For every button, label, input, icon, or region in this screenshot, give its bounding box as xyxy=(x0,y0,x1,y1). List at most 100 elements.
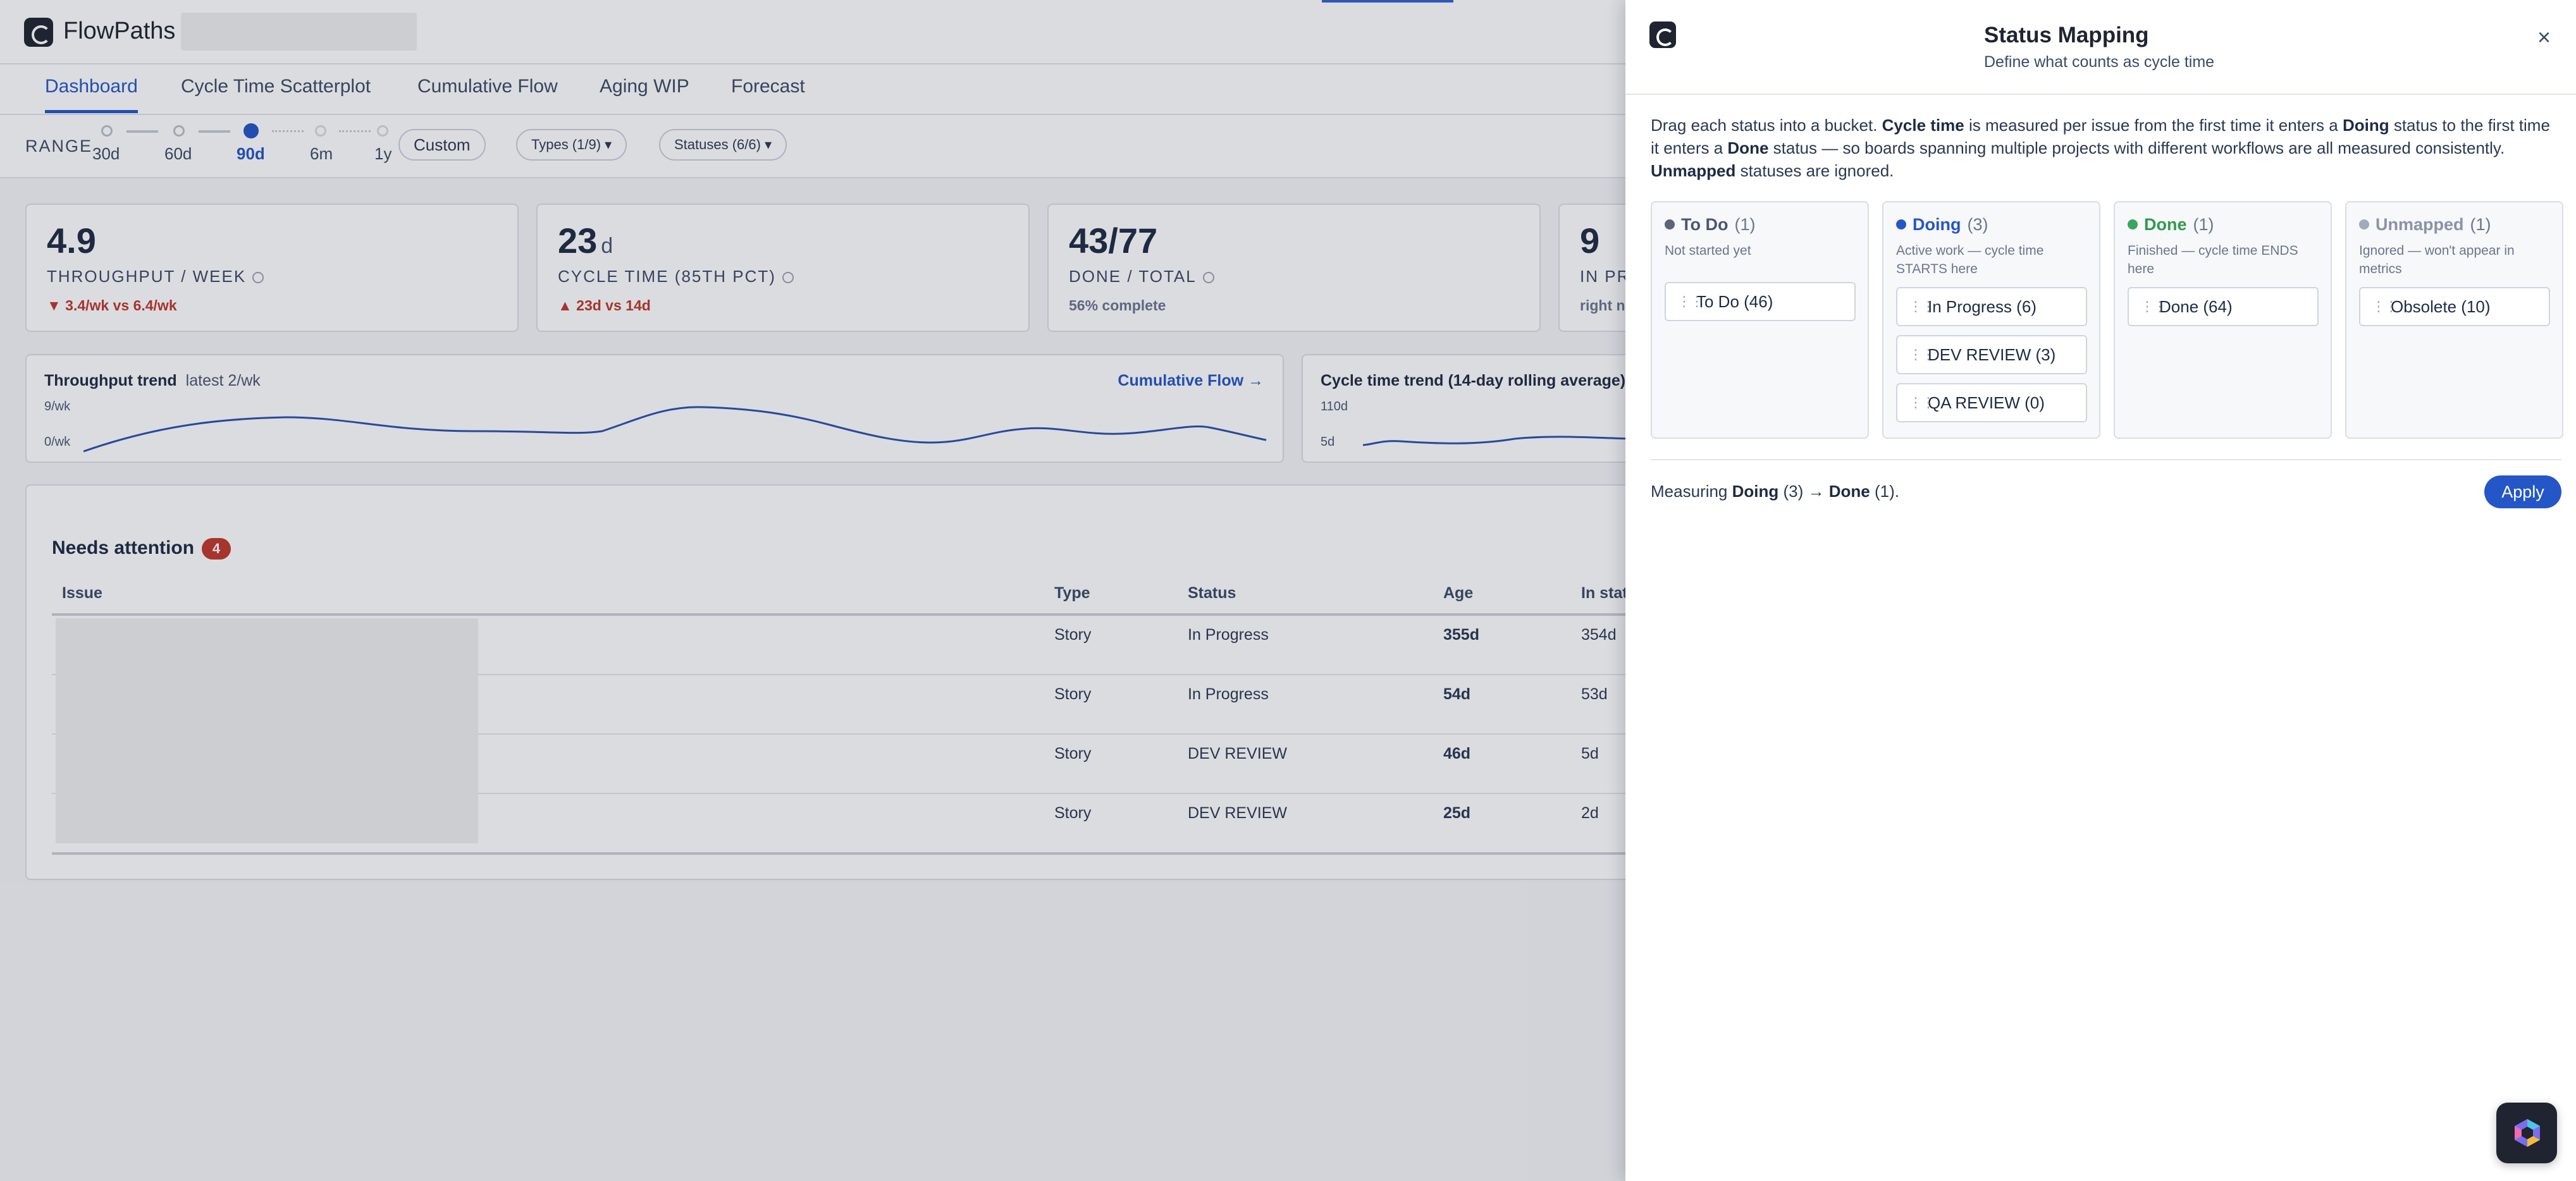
panel-header-divider xyxy=(1625,94,2576,95)
status-dot-icon xyxy=(2128,219,2138,229)
info-icon[interactable] xyxy=(782,272,794,284)
bucket-header: Unmapped (1) xyxy=(2359,215,2491,235)
range-stop-label[interactable]: 1y xyxy=(374,144,392,163)
drag-handle-icon[interactable]: ⋮⋮ xyxy=(1909,395,1935,410)
cell-status: In Progress xyxy=(1188,685,1269,703)
bucket-description: Active work — cycle time STARTS here xyxy=(1896,243,2044,276)
range-stop-90d[interactable] xyxy=(243,123,259,138)
status-mapping-panel: Status Mapping Define what counts as cyc… xyxy=(1625,0,2576,1181)
tab-aging-wip[interactable]: Aging WIP xyxy=(600,76,689,97)
cumulative-flow-link[interactable]: Cumulative Flow → xyxy=(1118,372,1264,389)
metric-label: CYCLE TIME (85TH PCT) xyxy=(558,267,794,286)
apply-button[interactable]: Apply xyxy=(2484,475,2561,508)
range-track xyxy=(272,130,304,132)
status-dot-icon xyxy=(1665,219,1675,229)
bucket-header: Doing (3) xyxy=(1896,215,1988,235)
flowpaths-logo-icon xyxy=(1649,21,1676,48)
bucket-description: Ignored — won't appear in metrics xyxy=(2359,243,2515,276)
modal-backdrop[interactable] xyxy=(0,0,1625,1181)
status-chip[interactable]: ⋮⋮ DEV REVIEW (3) xyxy=(1896,335,2087,374)
cell-status: DEV REVIEW xyxy=(1188,745,1287,762)
assistant-launcher-button[interactable] xyxy=(2496,1103,2557,1163)
range-track xyxy=(339,130,371,132)
tab-cycle-time-scatterplot[interactable]: Cycle Time Scatterplot xyxy=(181,76,371,97)
trend-title: Throughput trend latest 2/wk xyxy=(44,372,261,389)
metric-card-cycle-time: 23 d CYCLE TIME (85TH PCT) ▲ 23d vs 14d xyxy=(536,204,1030,332)
panel-title: Status Mapping xyxy=(1984,23,2149,47)
column-header-type[interactable]: Type xyxy=(1054,584,1090,602)
column-header-age[interactable]: Age xyxy=(1443,584,1474,602)
bucket-unmapped[interactable]: Unmapped (1) Ignored — won't appear in me… xyxy=(2345,201,2563,439)
range-stop-30d[interactable] xyxy=(101,125,113,137)
range-stop-6m[interactable] xyxy=(315,125,326,137)
hexagon-logo-icon xyxy=(2515,1119,2540,1147)
bucket-doing[interactable]: Doing (3) Active work — cycle time STARTS… xyxy=(1882,201,2100,439)
trend-title: Cycle time trend (14-day rolling average… xyxy=(1321,372,1626,389)
table-row[interactable]: Story DEV REVIEW 46d 5d xyxy=(52,735,1722,794)
range-label: RANGE xyxy=(25,137,93,156)
redacted-board-name xyxy=(181,13,417,51)
tab-dashboard[interactable]: Dashboard xyxy=(45,76,138,113)
types-filter-button[interactable]: Types (1/9) ▾ xyxy=(516,129,627,161)
range-track xyxy=(126,130,158,133)
drag-handle-icon[interactable]: ⋮⋮ xyxy=(1909,298,1935,314)
needs-attention-card: Needs attention 4 Issue Type Status Age I… xyxy=(25,484,1722,880)
bucket-header: To Do (1) xyxy=(1665,215,1755,235)
statuses-filter-button[interactable]: Statuses (6/6) ▾ xyxy=(659,129,787,161)
metric-value: 23 d xyxy=(558,221,613,260)
bucket-todo[interactable]: To Do (1) Not started yet ⋮⋮ To Do (46) xyxy=(1651,201,1869,439)
cell-type: Story xyxy=(1054,626,1092,644)
cell-status: In Progress xyxy=(1188,626,1269,644)
table-header-divider xyxy=(52,613,1722,616)
range-stop-label[interactable]: 90d xyxy=(237,144,265,163)
column-header-status[interactable]: Status xyxy=(1188,584,1236,602)
tab-forecast[interactable]: Forecast xyxy=(731,76,805,97)
close-icon[interactable]: × xyxy=(2537,24,2551,50)
status-chip[interactable]: ⋮⋮ In Progress (6) xyxy=(1896,287,2087,326)
table-bottom-divider xyxy=(52,852,1722,855)
panel-description: Drag each status into a bucket. Cycle ti… xyxy=(1651,116,2550,180)
cell-in-status: 354d xyxy=(1581,626,1617,644)
column-header-issue[interactable]: Issue xyxy=(62,584,102,602)
cell-in-status: 5d xyxy=(1581,745,1599,762)
status-chip[interactable]: ⋮⋮ Done (64) xyxy=(2128,287,2319,326)
metric-sub: right n xyxy=(1580,297,1625,314)
range-stop-60d[interactable] xyxy=(173,125,185,137)
cell-in-status: 2d xyxy=(1581,804,1599,822)
cell-age: 54d xyxy=(1443,685,1471,703)
needs-attention-title: Needs attention 4 xyxy=(52,537,231,560)
info-icon[interactable] xyxy=(252,272,264,284)
cell-in-status: 53d xyxy=(1581,685,1608,703)
range-stop-label[interactable]: 60d xyxy=(164,144,192,163)
range-stop-label[interactable]: 30d xyxy=(92,144,120,163)
metric-delta: ▼ 3.4/wk vs 6.4/wk xyxy=(47,297,177,314)
drag-handle-icon[interactable]: ⋮⋮ xyxy=(2140,298,2167,314)
attention-count-badge: 4 xyxy=(202,538,231,560)
metric-card-throughput: 4.9 THROUGHPUT / WEEK ▼ 3.4/wk vs 6.4/wk xyxy=(25,204,519,332)
column-header-in-status[interactable]: In stat xyxy=(1581,584,1628,602)
drag-handle-icon[interactable]: ⋮⋮ xyxy=(1677,293,1704,309)
status-chip[interactable]: ⋮⋮ To Do (46) xyxy=(1665,282,1856,321)
metric-value: 43/77 xyxy=(1069,221,1158,260)
cell-age: 25d xyxy=(1443,804,1471,822)
range-stop-label[interactable]: 6m xyxy=(310,144,333,163)
trend-axis-min: 5d xyxy=(1321,435,1335,449)
status-chip[interactable]: ⋮⋮ Obsolete (10) xyxy=(2359,287,2550,326)
range-stop-1y[interactable] xyxy=(377,125,388,137)
drag-handle-icon[interactable]: ⋮⋮ xyxy=(2372,298,2398,314)
custom-range-button[interactable]: Custom xyxy=(398,129,486,161)
cell-type: Story xyxy=(1054,745,1092,762)
info-icon[interactable] xyxy=(1202,272,1214,284)
bucket-description: Not started yet xyxy=(1665,243,1751,258)
metric-value: 4.9 xyxy=(47,221,96,260)
status-chip[interactable]: ⋮⋮ QA REVIEW (0) xyxy=(1896,383,2087,422)
metric-label: THROUGHPUT / WEEK xyxy=(47,267,264,286)
bucket-header: Done (1) xyxy=(2128,215,2214,235)
bucket-done[interactable]: Done (1) Finished — cycle time ENDS here … xyxy=(2114,201,2332,439)
bucket-description: Finished — cycle time ENDS here xyxy=(2128,243,2298,276)
drag-handle-icon[interactable]: ⋮⋮ xyxy=(1909,346,1935,362)
tab-cumulative-flow[interactable]: Cumulative Flow xyxy=(417,76,558,97)
table-row[interactable]: Story In Progress 54d 53d xyxy=(52,675,1722,735)
table-row[interactable]: Story In Progress 355d 354d xyxy=(52,616,1722,675)
status-dot-icon xyxy=(1896,219,1906,229)
